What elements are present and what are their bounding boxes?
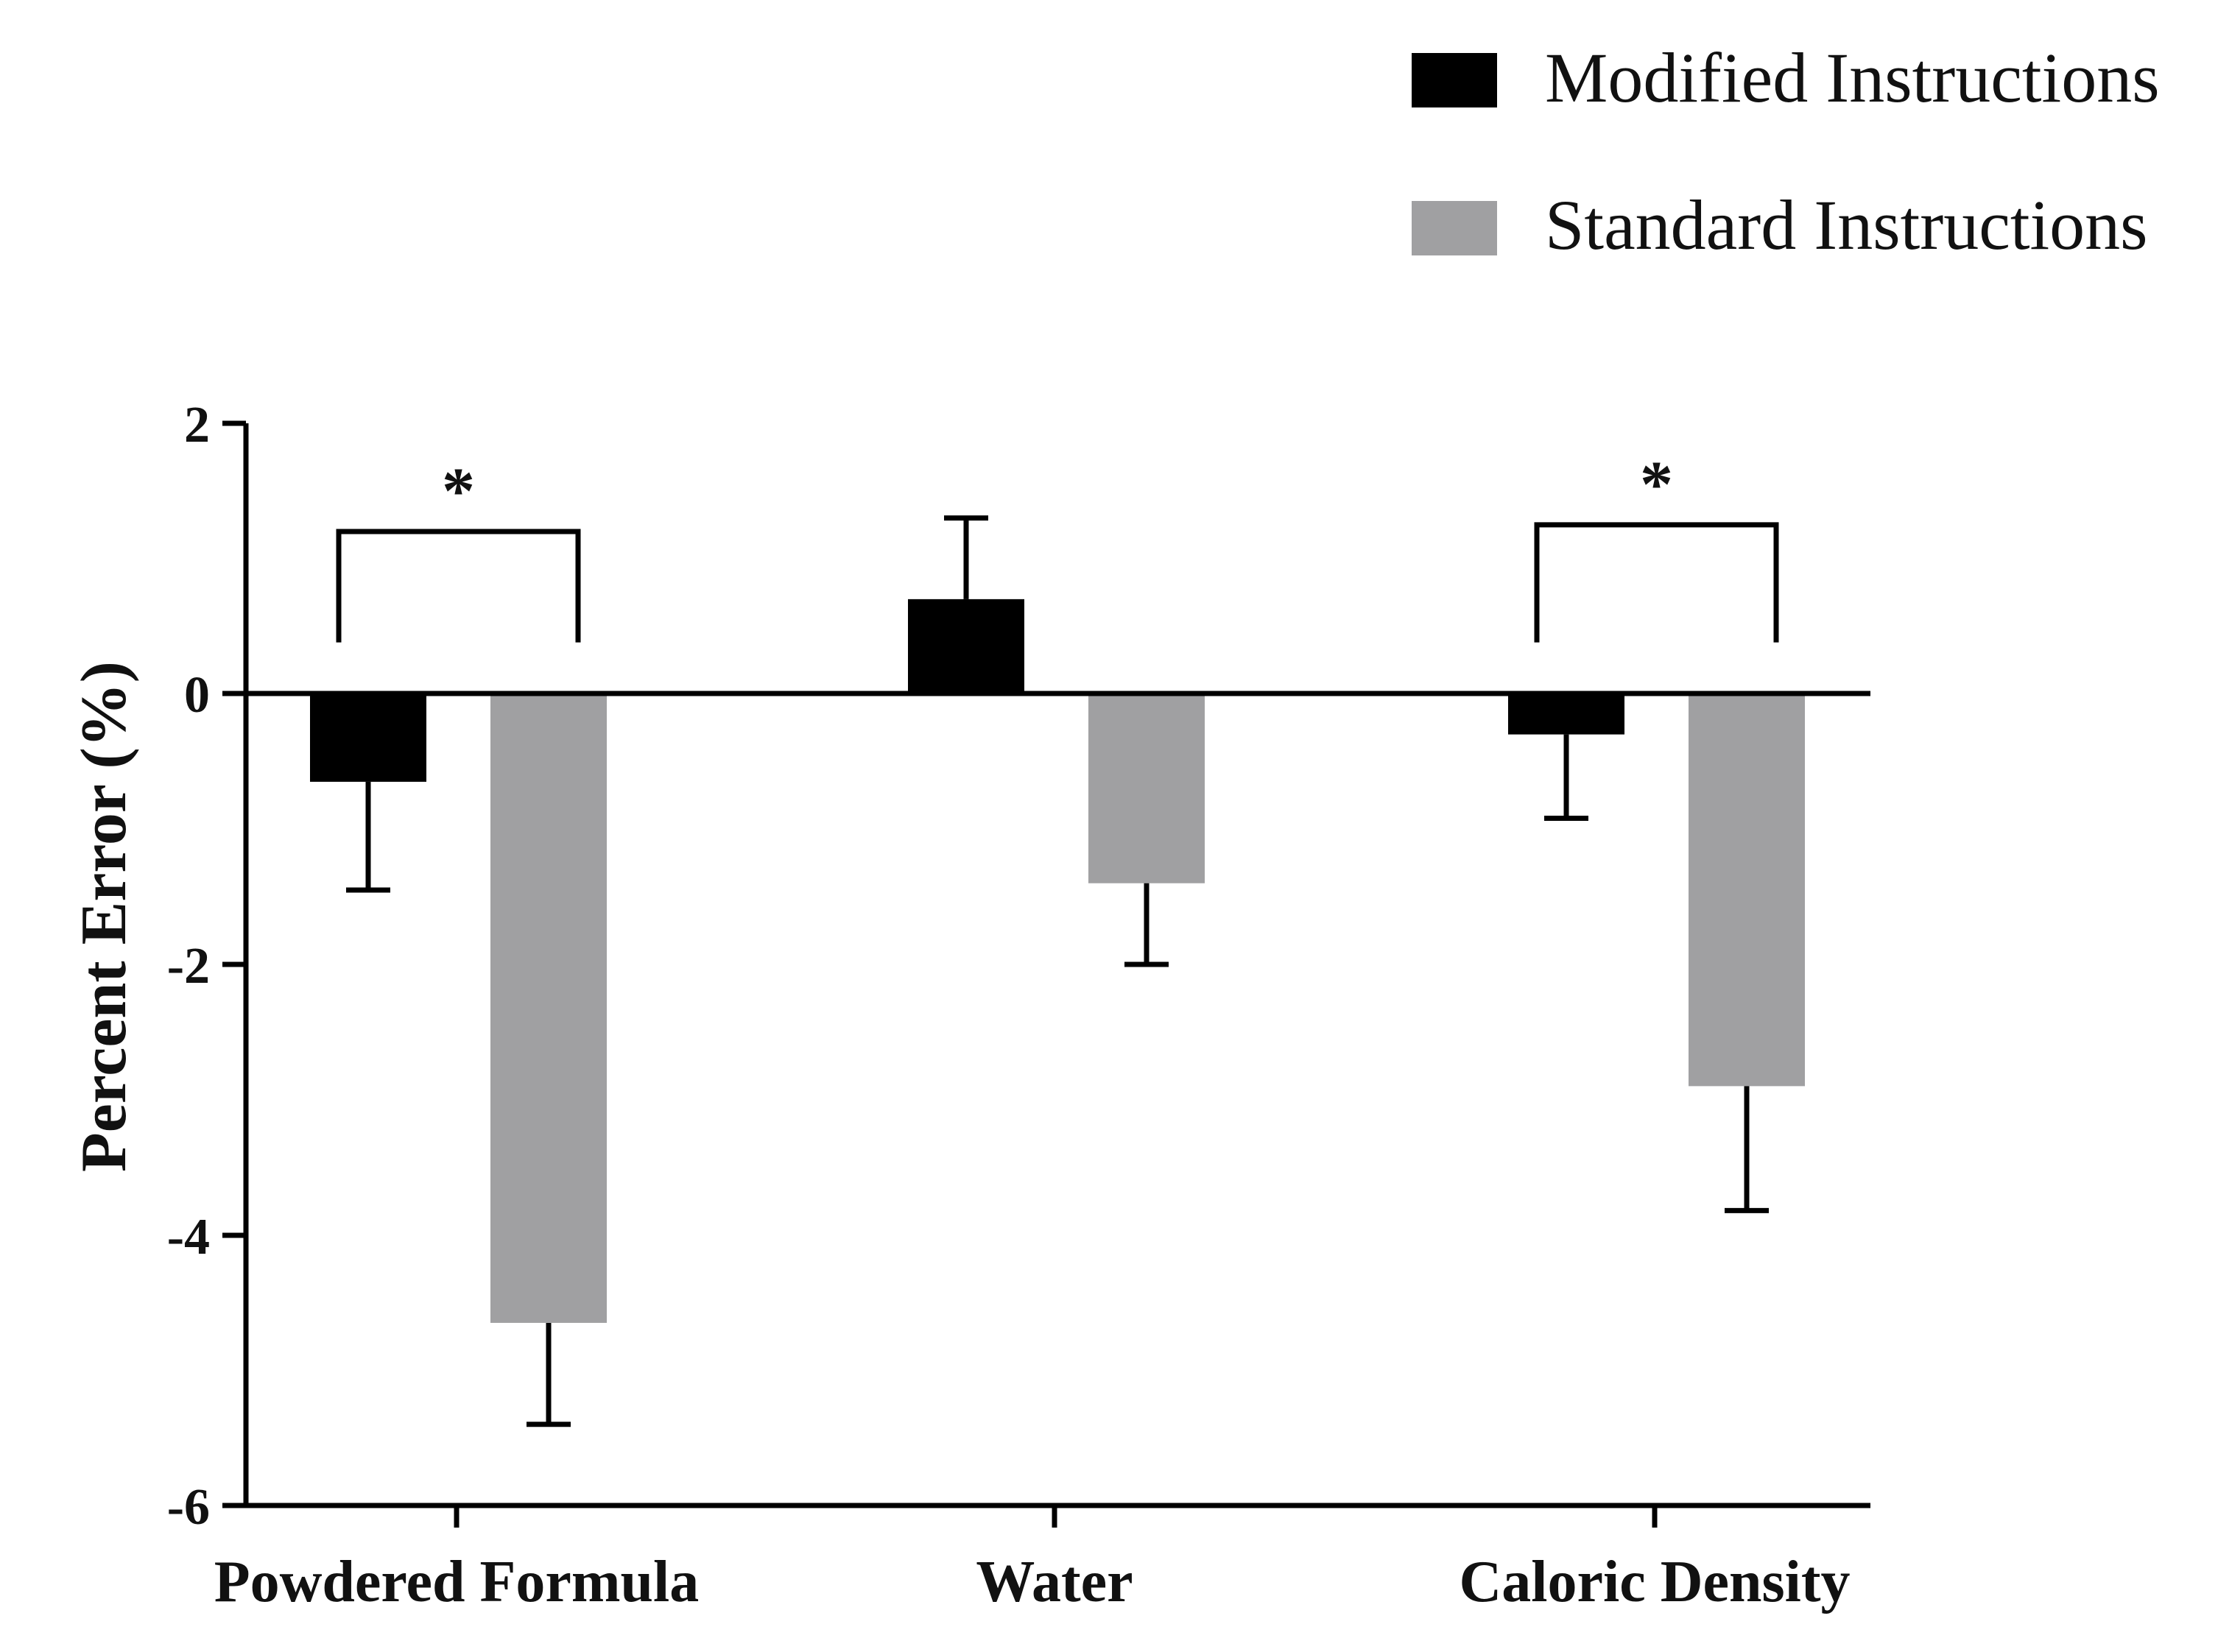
x-label-caloric-density: Caloric Density xyxy=(1459,1550,1850,1614)
error-bar-standard-instructions-caloric-density xyxy=(1725,1086,1769,1213)
legend-label-modified: Modified Instructions xyxy=(1545,38,2160,117)
significance-star-caloric-density: * xyxy=(1640,448,1673,521)
x-ticks xyxy=(454,1505,1658,1528)
y-tick-labels: 2 0 -2 -4 -6 xyxy=(167,397,210,1536)
significance-bracket-caloric-density xyxy=(1534,522,1779,643)
x-category-labels: Powdered Formula Water Caloric Density xyxy=(214,1550,1851,1614)
bars xyxy=(310,599,1805,1323)
y-tick-label-neg6: -6 xyxy=(167,1479,210,1536)
error-bar-standard-instructions-water xyxy=(1124,883,1169,967)
significance-bracket-powdered-formula xyxy=(336,529,581,643)
y-ticks xyxy=(222,420,246,1508)
x-label-powdered-formula: Powdered Formula xyxy=(214,1550,699,1614)
significance-star-powdered-formula: * xyxy=(442,455,475,528)
y-axis-title: Percent Error (%) xyxy=(68,661,140,1172)
y-tick-label-neg4: -4 xyxy=(167,1209,210,1266)
legend-label-standard: Standard Instructions xyxy=(1545,186,2148,264)
bar-modified-instructions-powdered-formula xyxy=(310,693,426,782)
error-bar-modified-instructions-caloric-density xyxy=(1544,734,1588,822)
legend: Modified Instructions Standard Instructi… xyxy=(1412,38,2160,264)
error-bars xyxy=(346,515,1769,1427)
error-bar-modified-instructions-water xyxy=(944,515,988,599)
y-tick-label-2: 2 xyxy=(184,397,210,453)
bar-standard-instructions-water xyxy=(1088,693,1205,883)
bar-standard-instructions-powdered-formula xyxy=(490,693,607,1323)
y-tick-label-0: 0 xyxy=(184,667,210,724)
error-bar-modified-instructions-powdered-formula xyxy=(346,781,390,893)
significance-markers: * * xyxy=(336,448,1779,643)
bar-modified-instructions-water xyxy=(908,599,1024,694)
x-label-water: Water xyxy=(976,1550,1133,1614)
error-bar-standard-instructions-powdered-formula xyxy=(527,1322,571,1427)
legend-swatch-modified xyxy=(1412,53,1497,107)
legend-swatch-standard xyxy=(1412,201,1497,255)
y-tick-label-neg2: -2 xyxy=(167,938,210,995)
bar-standard-instructions-caloric-density xyxy=(1689,693,1805,1087)
bar-modified-instructions-caloric-density xyxy=(1508,693,1624,735)
